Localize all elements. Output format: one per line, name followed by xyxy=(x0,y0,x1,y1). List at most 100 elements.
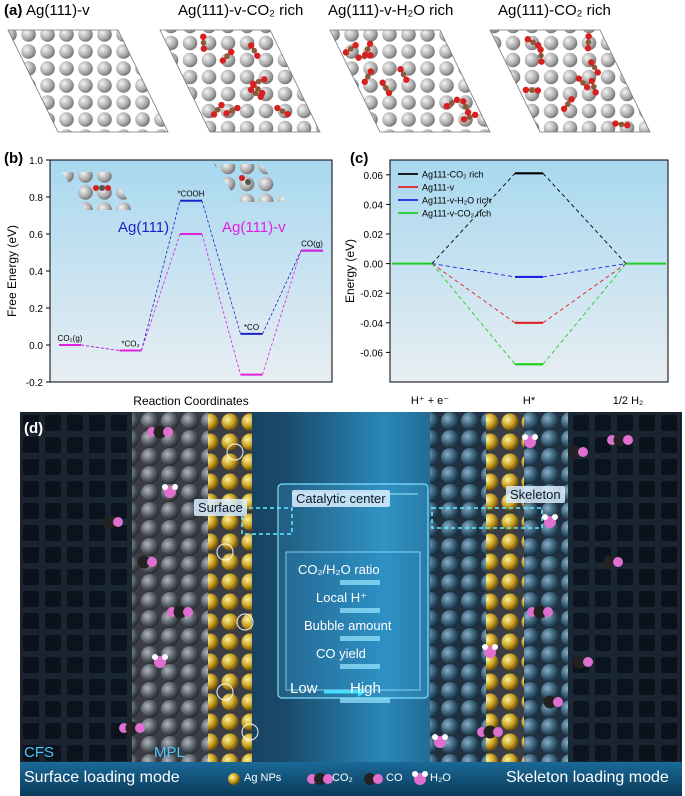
oxygen-atom xyxy=(379,79,386,86)
co2-molecule xyxy=(623,435,633,445)
oxygen-atom xyxy=(259,89,266,97)
oxygen-atom xyxy=(228,48,235,56)
x-tick-label-c: H⁺ + e⁻ xyxy=(411,395,449,407)
carbon-atom xyxy=(400,71,407,78)
oxygen-atom xyxy=(261,76,268,83)
h2o-molecule xyxy=(482,644,488,650)
inset-ag111-slab xyxy=(62,172,134,210)
co2-molecule xyxy=(125,721,139,735)
h2o-molecule xyxy=(152,654,158,660)
co2-molecule xyxy=(613,433,627,447)
oxygen-atom xyxy=(366,40,374,47)
oxygen-atom xyxy=(210,111,218,118)
carbon-atom xyxy=(253,90,259,97)
bubble xyxy=(216,543,234,561)
h2o-molecule xyxy=(432,734,438,740)
y-tick-label-b: 0.0 xyxy=(29,341,43,352)
co2-molecule xyxy=(135,723,145,733)
co2-molecule xyxy=(173,605,187,619)
oxygen-atom xyxy=(588,59,595,66)
carbon-atom xyxy=(538,52,544,59)
oxygen-atom xyxy=(538,58,545,65)
oxygen-atom xyxy=(200,45,207,52)
oxygen-atom xyxy=(522,86,530,94)
y-tick-label-b: -0.2 xyxy=(26,378,44,389)
y-tick-label-b: 1.0 xyxy=(29,156,43,167)
connector-b xyxy=(141,200,181,351)
h2o-molecule xyxy=(162,654,168,660)
panel-b-label: (b) xyxy=(4,150,24,167)
y-tick-label-b: 0.6 xyxy=(29,230,43,241)
bubble xyxy=(241,723,259,741)
catalytic-center-tag: Catalytic center xyxy=(292,490,390,507)
legend-entry-c: Ag111-v-CO₂ rich xyxy=(422,209,491,219)
control-local-h: Local H⁺ xyxy=(316,590,367,605)
oxygen-atom xyxy=(624,122,631,129)
co-molecule xyxy=(103,515,117,529)
oxygen-atom xyxy=(560,105,568,112)
panel-d-label: (d) xyxy=(24,420,44,437)
x-tick-label-c: 1/2 H₂ xyxy=(613,395,644,407)
control-bubble-amount: Bubble amount xyxy=(304,618,392,633)
h2o-molecule xyxy=(522,434,528,440)
carbon-atom xyxy=(200,39,207,46)
oxygen-atom xyxy=(355,54,362,61)
legend-entry-c: Ag111-v-H₂O rich xyxy=(422,196,491,206)
x-axis-label-b: Reaction Coordinates xyxy=(133,394,248,408)
y-tick-label-b: 0.8 xyxy=(29,193,43,204)
control-co-yield: CO yield xyxy=(316,646,366,661)
oxygen-atom xyxy=(460,116,468,123)
panel-a-label: (a) xyxy=(4,2,23,19)
oxygen-atom xyxy=(247,86,255,93)
co-molecule xyxy=(543,695,557,709)
step-label-b: *CO₂ xyxy=(121,340,139,349)
oxygen-atom xyxy=(254,52,261,59)
oxygen-atom xyxy=(200,33,207,40)
oxygen-atom xyxy=(594,69,601,76)
y-tick-label-c: 0.06 xyxy=(364,171,384,182)
low-label: Low xyxy=(290,680,318,697)
legend-co: CO xyxy=(386,772,403,784)
oxygen-atom xyxy=(274,104,281,112)
oxygen-atom xyxy=(248,42,255,49)
connector-c xyxy=(542,263,627,365)
co2-molecule xyxy=(153,425,167,439)
h2o-molecule xyxy=(172,484,178,490)
step-label-b: CO(g) xyxy=(301,240,323,249)
y-tick-label-c: -0.04 xyxy=(360,319,383,330)
oxygen-atom xyxy=(575,75,583,82)
y-axis-label-b: Free Energy (eV) xyxy=(5,225,19,317)
co-molecule xyxy=(113,517,123,527)
cfs-label: CFS xyxy=(24,744,54,761)
mpl-label: MPL xyxy=(154,744,185,761)
y-tick-label-b: 0.4 xyxy=(29,267,43,278)
oxygen-atom xyxy=(592,89,599,96)
oxygen-atom xyxy=(464,109,472,116)
co2-molecule xyxy=(483,725,497,739)
connector-b xyxy=(201,233,241,375)
carbon-atom xyxy=(462,103,469,110)
oxygen-atom xyxy=(284,110,291,118)
free-energy-chart: -0.20.00.20.40.60.81.0 Free Energy (eV) … xyxy=(5,156,333,408)
x-tick-label-c: H* xyxy=(523,395,536,407)
right-mode-label: Skeleton loading mode xyxy=(506,769,669,786)
connector-b xyxy=(201,200,241,335)
inset-ag111v-slab xyxy=(214,164,286,202)
panel-d-scene xyxy=(20,412,682,796)
co-molecule xyxy=(613,557,623,567)
oxygen-atom xyxy=(352,42,359,49)
co-molecule xyxy=(603,555,617,569)
carbon-atom xyxy=(229,107,235,114)
oxygen-atom xyxy=(385,89,393,97)
inset-label-ag111v: Ag(111)-v xyxy=(222,219,286,236)
h2o-molecule xyxy=(492,644,498,650)
legend-co-icon xyxy=(364,773,383,785)
connector-c xyxy=(542,263,627,324)
oxygen-atom xyxy=(250,81,257,89)
carbon-atom xyxy=(565,101,571,107)
oxygen-atom xyxy=(535,42,542,49)
control-bars xyxy=(324,580,390,703)
co2-molecule xyxy=(543,607,553,617)
connector-c xyxy=(431,263,516,278)
y-tick-label-c: 0.04 xyxy=(364,200,384,211)
